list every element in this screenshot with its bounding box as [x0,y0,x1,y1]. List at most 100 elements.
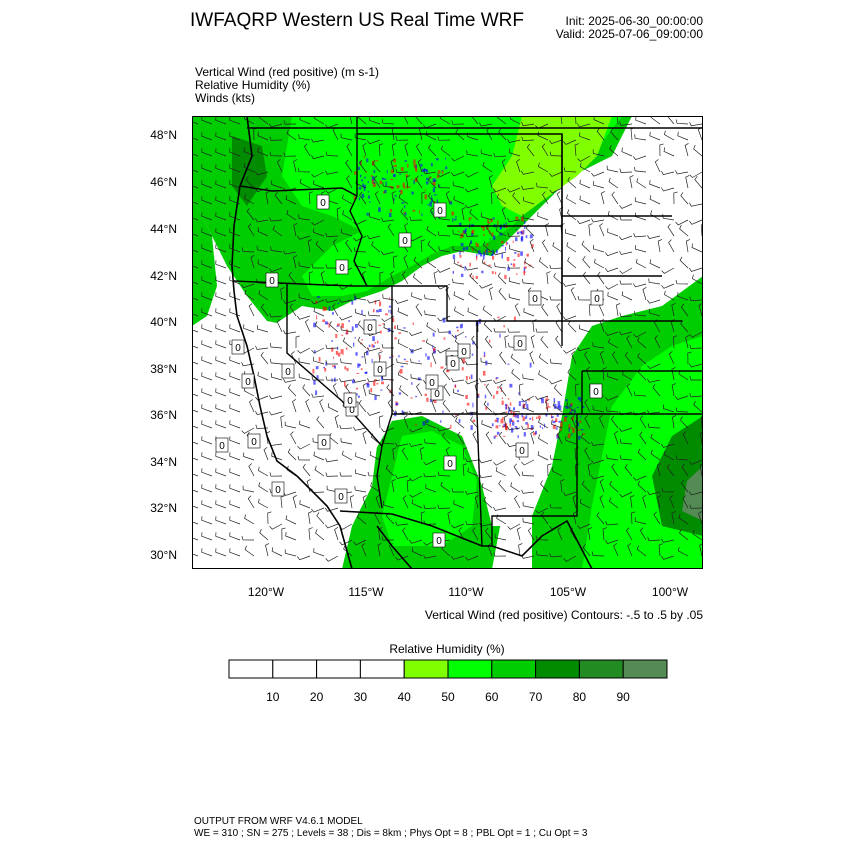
vertical-wind-cell [525,422,528,425]
vertical-wind-cell [468,376,471,379]
wind-barb [493,459,507,466]
vertical-wind-cell [529,362,532,368]
wind-barb [192,201,199,205]
lon-label: 105°W [549,585,587,599]
wind-barb [540,480,549,493]
wind-barb [619,455,633,461]
wind-barb [229,212,241,221]
contour-label: 0 [338,492,344,503]
wind-barb [679,225,689,237]
wind-barb [269,313,283,318]
wind-barb [507,232,521,237]
wind-barb [425,484,437,493]
wind-barb [591,171,605,177]
wind-barb [575,383,580,397]
vertical-wind-cell [481,226,484,228]
vertical-wind-cell [403,327,406,329]
vertical-wind-cell [379,349,382,351]
wind-barb [340,133,353,141]
wind-barb [608,497,619,509]
lat-label: 30°N [150,548,177,562]
wind-barb [671,383,676,397]
vertical-wind-cell [529,234,533,239]
wind-barb [689,504,703,509]
vertical-wind-cell [420,163,423,167]
vertical-wind-cell [379,301,382,307]
wind-barb [483,496,493,509]
wind-barb [465,203,479,209]
wind-barb [689,491,703,496]
contour-label-box [425,374,439,390]
wind-barb [608,177,619,189]
wind-barb [461,207,466,221]
wind-barb [642,286,647,301]
wind-barb [536,182,549,189]
wind-barb [591,459,605,464]
vertical-wind-cell [356,387,358,390]
vertical-wind-cell [378,207,381,213]
colorbar-swatch [447,659,493,679]
wind-barb [634,517,647,525]
wind-barb [229,484,241,493]
wind-barb [453,291,465,301]
wind-barb [298,214,311,221]
vertical-wind-cell [488,221,491,224]
vertical-wind-cell [582,433,585,435]
vertical-wind-cell [501,240,504,244]
wind-barb [286,209,297,221]
wind-barb [679,256,689,269]
wind-barb [507,328,521,333]
footer-model: OUTPUT FROM WRF V4.6.1 MODEL [194,816,363,827]
wind-barb [229,132,241,141]
wind-barb [610,415,619,429]
wind-barb [325,523,339,529]
wind-barb [299,178,311,189]
vertical-wind-cell [433,347,436,352]
wind-barb [332,239,339,253]
vertical-wind-cell [411,191,414,195]
wind-barb [642,495,647,509]
wind-barb [201,116,213,125]
wind-barb [361,543,367,557]
vertical-wind-cell [495,377,497,381]
vertical-wind-cell [333,365,336,369]
wind-barb [508,293,521,301]
wind-barb [522,517,535,525]
wind-barb [675,170,689,175]
wind-barb [291,351,297,365]
lat-label: 40°N [150,315,177,329]
wind-barb [215,308,227,317]
wind-barb [416,383,423,397]
wind-barb [201,548,213,557]
wind-barb [457,431,465,445]
wind-barb [516,527,521,541]
vertical-wind-cell [471,233,474,237]
vertical-wind-cell [496,390,499,395]
wind-barb [653,511,661,525]
wind-barb [611,191,619,205]
wind-barb [423,459,437,466]
contour-label-box [343,392,357,408]
wind-barb [406,479,412,493]
wind-barb [693,145,703,157]
wind-barb [451,488,464,493]
vertical-wind-cell [523,270,525,276]
wind-barb [249,399,255,413]
wind-barb [292,399,297,413]
wind-barb [427,240,437,253]
wind-barb [256,245,269,253]
wind-barb [491,191,496,205]
wind-barb [311,376,324,381]
wind-barb [359,159,367,173]
wind-barb [606,454,619,461]
wind-barb [682,431,689,445]
contour-label-box [215,437,229,453]
wind-barb [637,480,647,493]
vertical-wind-cell [506,256,510,262]
vertical-wind-cell [581,406,585,408]
wind-barb [215,356,227,365]
vertical-wind-cell [484,383,486,386]
wind-barb [250,255,255,269]
wind-barb [440,481,451,493]
vertical-wind-cell [487,251,491,253]
